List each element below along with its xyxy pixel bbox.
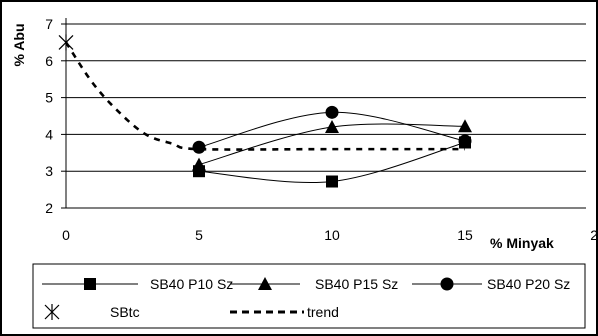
x-tick-label: 15	[457, 227, 473, 243]
y-tick-label: 7	[45, 16, 53, 32]
y-tick-label: 5	[45, 90, 53, 106]
legend-label: SB40 P15 Sz	[315, 276, 398, 292]
data-point-circle	[458, 134, 472, 148]
series-2	[192, 105, 472, 154]
data-point-circle	[325, 105, 339, 119]
data-point-triangle	[458, 119, 472, 133]
legend-marker	[84, 278, 96, 290]
gridlines	[66, 23, 586, 172]
series-1	[192, 119, 472, 171]
x-axis-label: % Minyak	[490, 235, 554, 251]
data-point-square	[326, 175, 338, 188]
y-tick-label: 2	[45, 200, 53, 216]
data-point-circle	[192, 140, 206, 154]
legend-entry: trend	[230, 304, 339, 320]
legend-marker	[440, 277, 454, 291]
legend	[32, 263, 586, 329]
legend-marker	[44, 304, 60, 320]
legend-entry: SB40 P20 Sz	[412, 276, 570, 292]
legend-label: SB40 P20 Sz	[487, 276, 570, 292]
legend-entry: SB40 P15 Sz	[230, 276, 398, 292]
series-group	[58, 34, 472, 188]
legend-items: SB40 P10 Sz SB40 P15 Sz SB40 P20 Sz SBtc tre…	[42, 276, 570, 320]
y-axis-label: % Abu	[11, 23, 27, 66]
x-tick-label: 5	[195, 227, 203, 243]
legend-label: SB40 P10 Sz	[150, 276, 233, 292]
legend-label: SBtc	[110, 304, 140, 320]
legend-entry: SBtc	[44, 304, 140, 320]
y-tick-label: 4	[45, 126, 53, 142]
legend-label: trend	[307, 304, 339, 320]
legend-entry: SB40 P10 Sz	[42, 276, 233, 292]
data-point-triangle	[325, 120, 339, 134]
data-point-triangle	[192, 157, 206, 171]
y-tick-label: 3	[45, 163, 53, 179]
x-tick-label: 10	[324, 227, 340, 243]
x-tick-label: 20	[590, 227, 598, 243]
legend-marker	[258, 277, 272, 290]
y-tick-label: 6	[45, 53, 53, 69]
tick-labels: 2 3 4 5 6 7 0 5 10 15 20	[45, 16, 598, 243]
x-tick-label: 0	[62, 227, 70, 243]
